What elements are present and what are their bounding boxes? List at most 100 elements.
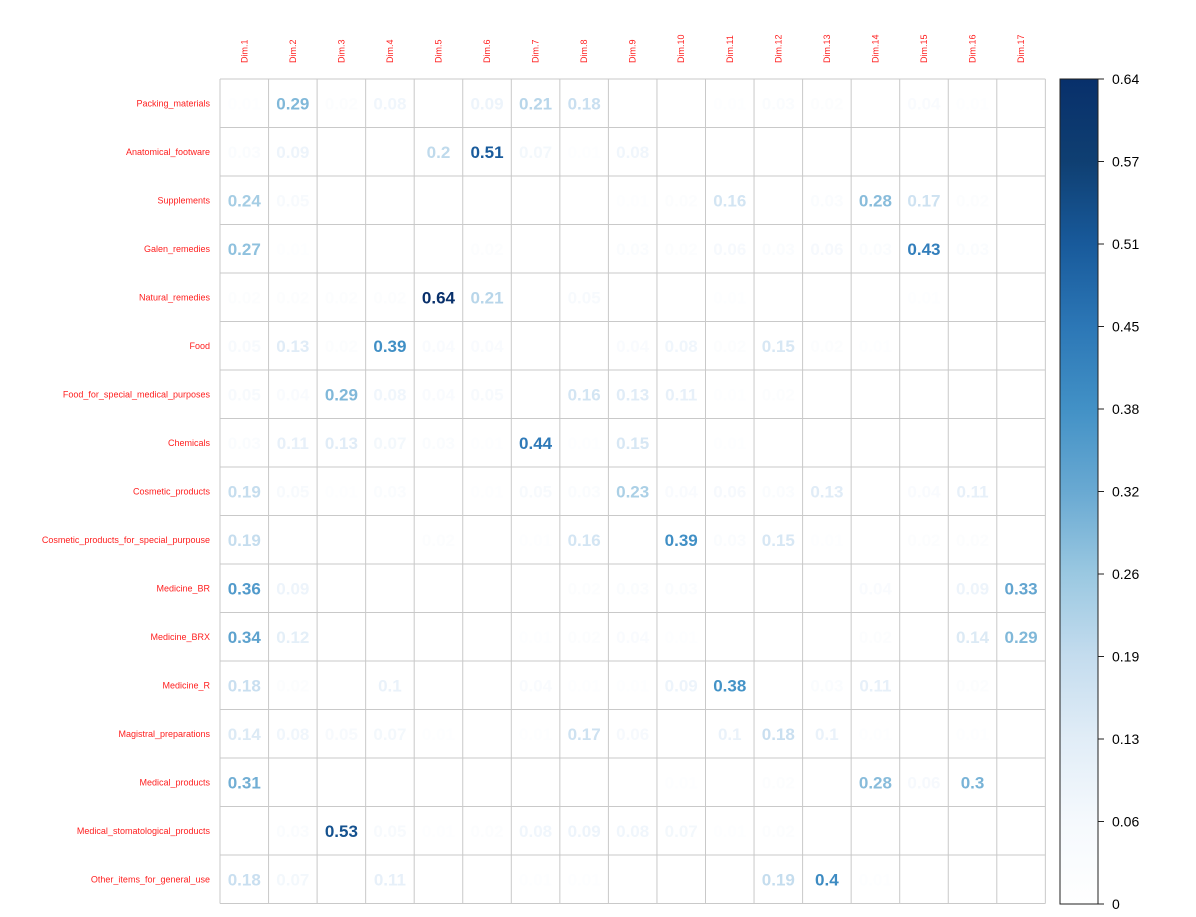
- heatmap-cell: [996, 467, 1046, 516]
- heatmap-cell: [462, 806, 512, 855]
- heatmap-cell: [754, 273, 803, 322]
- heatmap-cell: [268, 224, 318, 273]
- cell-value-label: 0.04: [665, 482, 699, 501]
- cell-value-label: 0.03: [665, 579, 698, 598]
- heatmap-cell: [268, 564, 318, 613]
- column-label: Dim.17: [1016, 34, 1026, 63]
- heatmap-cell: [559, 224, 609, 273]
- column-label: Dim.7: [531, 39, 541, 63]
- row-label: Medical_stomatological_products: [77, 826, 211, 836]
- heatmap-cell: [656, 612, 706, 661]
- heatmap-cell: [317, 127, 366, 176]
- cell-value-label: 0.27: [228, 240, 261, 259]
- heatmap-cell: [365, 127, 415, 176]
- heatmap-cell: [317, 709, 366, 758]
- row-label: Medical_products: [139, 777, 210, 787]
- cell-value-label: 0: [337, 870, 346, 889]
- heatmap-cell: [365, 321, 415, 370]
- heatmap-cell: [996, 79, 1046, 128]
- cell-value-label: 0.04: [907, 94, 941, 113]
- heatmap-cell: [802, 127, 852, 176]
- heatmap-cell: [996, 176, 1046, 225]
- cell-value-label: 0: [579, 240, 588, 259]
- heatmap-cell: [802, 855, 852, 904]
- heatmap-cell: [996, 612, 1046, 661]
- heatmap-cell: [656, 176, 706, 225]
- cell-value-label: 0.02: [276, 288, 309, 307]
- heatmap-cell: [220, 176, 269, 225]
- heatmap-cell: [608, 612, 657, 661]
- cell-value-label: 0.07: [665, 822, 698, 841]
- cell-value-label: 0.03: [956, 240, 989, 259]
- cell-value-label: 0: [1016, 822, 1025, 841]
- cell-value-label: 0.02: [568, 628, 601, 647]
- cell-value-label: 0.01: [907, 288, 940, 307]
- cell-value-label: 0: [482, 676, 491, 695]
- cell-value-label: 0: [579, 191, 588, 210]
- cell-value-label: 0.09: [276, 143, 309, 162]
- cell-value-label: 0.21: [519, 94, 552, 113]
- cell-value-label: 0: [531, 240, 540, 259]
- cell-value-label: 0: [822, 288, 831, 307]
- cell-value-label: 0: [337, 773, 346, 792]
- colorbar-tick-label: 0.32: [1112, 484, 1139, 500]
- heatmap-cell: [608, 224, 657, 273]
- cell-value-label: 0: [822, 434, 831, 453]
- heatmap-cell: [802, 806, 852, 855]
- row-label: Medicine_BRX: [150, 632, 210, 642]
- cell-value-label: 0: [774, 143, 783, 162]
- cell-value-label: 0: [822, 385, 831, 404]
- heatmap-cell: [851, 612, 900, 661]
- heatmap-cell: [754, 370, 803, 419]
- heatmap-cell: [317, 321, 366, 370]
- heatmap-cell: [462, 515, 512, 564]
- row-label: Supplements: [157, 195, 210, 205]
- column-label: Dim.5: [433, 39, 443, 63]
- cell-value-label: 0: [676, 288, 685, 307]
- cell-value-label: 0.02: [956, 676, 989, 695]
- heatmap-cell: [317, 661, 366, 710]
- heatmap-cell: [414, 612, 463, 661]
- cell-value-label: 0.04: [470, 337, 504, 356]
- cell-value-label: 0: [871, 143, 880, 162]
- cell-value-label: 0.43: [907, 240, 940, 259]
- heatmap-cell: [996, 515, 1046, 564]
- column-label: Dim.3: [336, 39, 346, 63]
- cell-value-label: 0: [337, 628, 346, 647]
- cell-value-label: 0.01: [859, 870, 892, 889]
- heatmap-cell: [268, 467, 318, 516]
- colorbar-tick-label: 0.38: [1112, 401, 1139, 417]
- heatmap-cell: [511, 661, 560, 710]
- heatmap-cell: [608, 564, 657, 613]
- cell-value-label: 0: [774, 628, 783, 647]
- cell-value-label: 0: [1016, 94, 1025, 113]
- heatmap-cell: [754, 758, 803, 807]
- cell-value-label: 0: [919, 822, 928, 841]
- cell-value-label: 0.01: [325, 482, 358, 501]
- cell-value-label: 0.11: [859, 676, 891, 695]
- cell-value-label: 0: [919, 337, 928, 356]
- cell-value-label: 0.02: [568, 579, 601, 598]
- cell-value-label: 0.02: [325, 94, 358, 113]
- colorbar-tick-label: 0.26: [1112, 566, 1139, 582]
- heatmap-cell: [220, 273, 269, 322]
- colorbar-tick-label: 0.19: [1112, 649, 1139, 665]
- cell-value-label: 0: [676, 143, 685, 162]
- heatmap-cell: [656, 370, 706, 419]
- heatmap-cell: [462, 855, 512, 904]
- cell-value-label: 0.4: [815, 870, 839, 889]
- cell-value-label: 0.05: [228, 337, 261, 356]
- heatmap-cell: [996, 709, 1046, 758]
- heatmap-cell: [802, 564, 852, 613]
- cell-value-label: 0: [482, 628, 491, 647]
- heatmap-cell: [414, 515, 463, 564]
- colorbar-tick-label: 0.64: [1112, 71, 1139, 87]
- cell-value-label: 0.3: [961, 773, 985, 792]
- heatmap-cell: [559, 321, 609, 370]
- heatmap-cell: [656, 79, 706, 128]
- cell-value-label: 0: [871, 482, 880, 501]
- column-label: Dim.9: [628, 39, 638, 63]
- cell-value-label: 0.64: [422, 288, 456, 307]
- heatmap-cell: [996, 758, 1046, 807]
